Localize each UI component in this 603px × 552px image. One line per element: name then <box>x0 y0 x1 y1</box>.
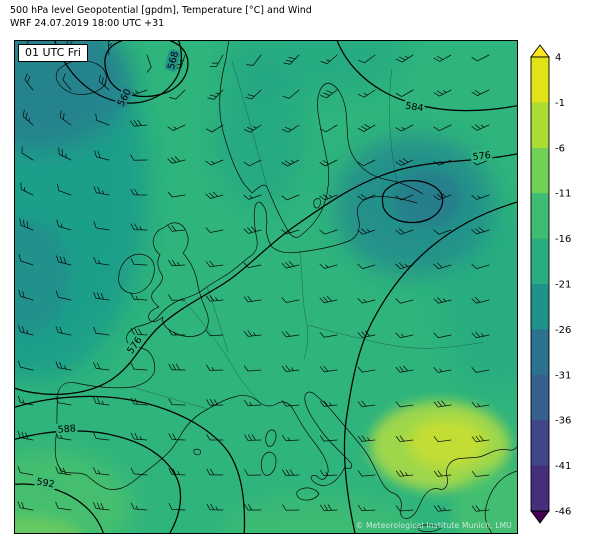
figure-subtitle: WRF 24.07.2019 18:00 UTC +31 <box>10 18 165 29</box>
colorbar-tick-label: -11 <box>555 189 571 200</box>
colorbar-tick-label: -21 <box>555 280 571 291</box>
coastline-ireland <box>118 253 155 294</box>
temp-region-norway-cool <box>215 66 305 206</box>
coastline-corsica <box>265 429 277 447</box>
colorbar-tick-label: 4 <box>555 53 561 64</box>
colorbar-arrow-bottom <box>530 510 550 524</box>
temp-region-westsea-cold-spot <box>15 218 71 334</box>
temp-region-northwest-cold <box>15 41 130 151</box>
coastline-scandinavia <box>219 41 424 238</box>
coastline-crete <box>418 524 442 533</box>
contour-label: 576 <box>472 150 491 163</box>
country-border-lines <box>131 60 485 410</box>
contour-584 <box>336 41 517 112</box>
map-area: 560 568 584 576 576 588 592 01 UTC Fri © Meteo… <box>14 40 518 534</box>
colorbar-tick-label: -41 <box>555 461 571 472</box>
coastline-turkey <box>484 470 517 533</box>
temp-region-greece-warm-core <box>409 419 485 467</box>
colorbar-tick-label: -31 <box>555 370 571 381</box>
coastline-sicily <box>296 487 320 501</box>
colorbar-tick-label: -6 <box>555 143 565 154</box>
contour-label: 588 <box>57 423 76 436</box>
contour-568 <box>54 41 182 104</box>
time-label: 01 UTC Fri <box>18 44 88 62</box>
colorbar-svg: 4 -1 -6 -11 -16 -21 -26 -31 -36 -41 -46 <box>530 44 571 524</box>
colorbar-tick-label: -36 <box>555 416 571 427</box>
temp-region-southwest-mild <box>15 451 133 533</box>
coastline-balearics <box>193 448 201 456</box>
colorbar-tick-label: -1 <box>555 98 565 109</box>
coastline-great-britain <box>148 222 209 337</box>
contour-576 <box>15 153 517 395</box>
temp-region-southwest-warm-edge <box>15 516 83 533</box>
country-borders-layer <box>131 60 485 410</box>
coastline-sardinia <box>260 451 277 476</box>
contour-inner-low-ne <box>381 180 444 224</box>
colorbar-tick-label: -26 <box>555 325 571 336</box>
temp-region-southcenter-mild <box>225 498 415 533</box>
coastline-continent <box>54 196 517 519</box>
contour-592 <box>15 483 105 533</box>
contour-584-west <box>15 395 246 533</box>
colorbar-tick-label: -16 <box>555 234 571 245</box>
colorbar-arrow-top <box>530 44 550 58</box>
geopotential-contour-layer <box>15 41 517 533</box>
coastline-gotland <box>313 198 321 209</box>
copyright-note: © Meteorological Institute Munich, LMU <box>355 521 512 530</box>
temperature-shading-layer <box>15 41 517 533</box>
temp-region-baltics-cold-spot <box>392 171 462 227</box>
contour-560 <box>104 41 189 98</box>
coastline-layer <box>54 41 517 533</box>
colorbar-tick-label: -46 <box>555 507 571 518</box>
colorbar: 4 -1 -6 -11 -16 -21 -26 -31 -36 -41 -46 <box>530 44 603 528</box>
figure-title: 500 hPa level Geopotential [gpdm], Tempe… <box>10 5 312 16</box>
temp-region-southeast-mild <box>452 468 517 533</box>
contour-label: 584 <box>405 101 424 114</box>
temp-region-topcenter-cool <box>225 41 405 94</box>
contour-588 <box>15 430 182 533</box>
contour-580-east <box>343 201 517 533</box>
